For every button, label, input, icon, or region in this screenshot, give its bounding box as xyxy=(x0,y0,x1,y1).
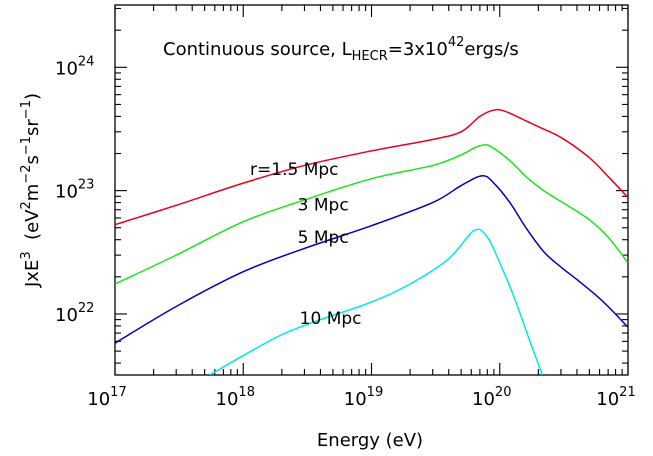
curve-label-10mpc: 10 Mpc xyxy=(300,309,362,329)
curves xyxy=(115,108,628,375)
series-line-0 xyxy=(115,108,628,226)
y-tick-labels: 1022 1023 1024 xyxy=(55,54,94,326)
x-tick-labels: 1017 1018 1019 1020 1021 xyxy=(87,385,635,410)
x-tick-label: 1017 xyxy=(87,385,126,410)
x-axis-label: Energy (eV) xyxy=(317,430,423,451)
x-tick-label: 1021 xyxy=(596,385,635,410)
series-line-1 xyxy=(115,144,628,285)
series-line-2 xyxy=(115,175,628,344)
y-tick-label: 1022 xyxy=(55,301,94,326)
chart-title: Continuous source, LHECR=3x1042ergs/s xyxy=(163,35,519,64)
y-axis-label: JxE3 (eV2m−2s−1sr−1) xyxy=(19,93,43,288)
curve-labels: r=1.5 Mpc 3 Mpc 5 Mpc 10 Mpc xyxy=(250,160,361,329)
x-tick-label: 1020 xyxy=(472,385,511,410)
x-tick-label: 1019 xyxy=(344,385,383,410)
tick-marks xyxy=(114,5,629,375)
y-tick-label: 1023 xyxy=(55,178,94,203)
curve-label-5mpc: 5 Mpc xyxy=(298,228,349,248)
x-tick-label: 1018 xyxy=(216,385,255,410)
series-line-3 xyxy=(209,228,544,375)
y-tick-label: 1024 xyxy=(55,54,94,79)
curve-label-3mpc: 3 Mpc xyxy=(298,196,349,216)
curve-label-r1-5: r=1.5 Mpc xyxy=(250,160,338,180)
